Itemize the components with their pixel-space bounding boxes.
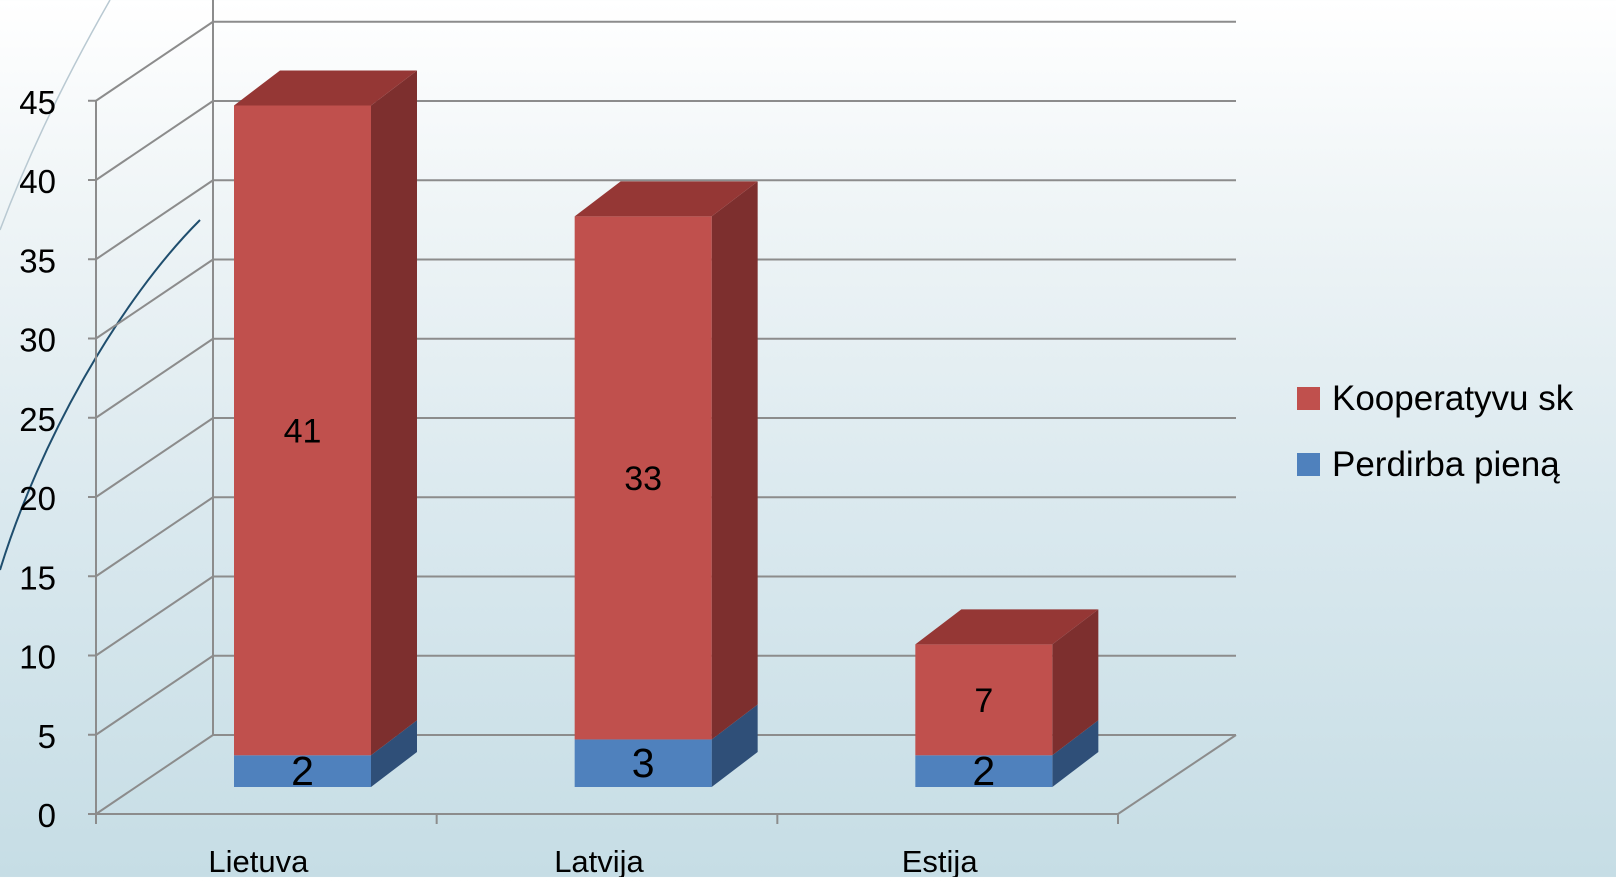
gridline-side bbox=[95, 654, 214, 736]
y-tick-label: 15 bbox=[19, 559, 56, 596]
gridline-side bbox=[95, 179, 214, 261]
legend-label: Perdirba pieną bbox=[1332, 445, 1560, 484]
gridline-side bbox=[95, 337, 214, 419]
bar-side bbox=[1052, 609, 1099, 756]
bar-top bbox=[234, 70, 417, 106]
bar bbox=[234, 755, 371, 787]
bar bbox=[234, 105, 371, 756]
x-axis: Lietuva Latvija Estija bbox=[95, 813, 1119, 879]
y-tick-label: 0 bbox=[38, 797, 56, 834]
bar-top bbox=[915, 609, 1099, 645]
bar bbox=[574, 216, 712, 740]
bar-side bbox=[711, 704, 758, 787]
data-label: 2 bbox=[972, 748, 995, 794]
gridline-side bbox=[95, 417, 214, 498]
bar-side bbox=[1052, 720, 1099, 787]
gridline-side bbox=[95, 734, 214, 815]
decor-curve-light bbox=[0, 0, 111, 231]
data-label: 3 bbox=[632, 740, 655, 786]
y-tick-label: 40 bbox=[19, 163, 56, 200]
legend: Kooperatyvu sk Perdirba pieną bbox=[1297, 379, 1574, 484]
bars bbox=[234, 70, 1099, 787]
y-tick-label: 30 bbox=[19, 322, 56, 359]
data-label: 2 bbox=[291, 748, 314, 794]
x-tick-label: Latvija bbox=[554, 844, 644, 877]
data-label: 7 bbox=[974, 682, 993, 720]
gridline-side bbox=[95, 100, 214, 181]
y-tick-label: 10 bbox=[19, 639, 56, 676]
x-tick-label: Lietuva bbox=[208, 844, 309, 877]
bar bbox=[574, 739, 712, 787]
decor-curve bbox=[0, 219, 201, 571]
bar-side bbox=[711, 181, 758, 740]
bar bbox=[915, 755, 1053, 787]
bar-side bbox=[371, 70, 417, 756]
legend-swatch bbox=[1297, 387, 1320, 410]
y-tick-label: 5 bbox=[38, 718, 56, 755]
y-tick-label: 25 bbox=[19, 401, 56, 438]
y-tick-label: 35 bbox=[19, 242, 56, 279]
legend-label: Kooperatyvu sk bbox=[1332, 379, 1574, 418]
bar-side bbox=[371, 720, 417, 787]
bar-top bbox=[574, 181, 758, 217]
bar bbox=[915, 644, 1053, 756]
y-axis: 0 5 10 15 20 25 30 35 40 45 bbox=[19, 84, 97, 834]
x-tick-label: Estija bbox=[902, 844, 979, 877]
y-tick-label: 20 bbox=[19, 480, 56, 517]
gridline-side bbox=[95, 496, 214, 578]
y-tick-label: 45 bbox=[19, 84, 56, 121]
background-swoosh bbox=[0, 0, 201, 571]
gridline-side bbox=[95, 575, 214, 657]
gridline-side bbox=[95, 258, 214, 340]
legend-swatch bbox=[1297, 453, 1320, 476]
floor-right-edge bbox=[1117, 734, 1237, 815]
gridline-side bbox=[95, 20, 214, 102]
data-label: 41 bbox=[284, 412, 322, 450]
data-label: 33 bbox=[624, 460, 662, 498]
